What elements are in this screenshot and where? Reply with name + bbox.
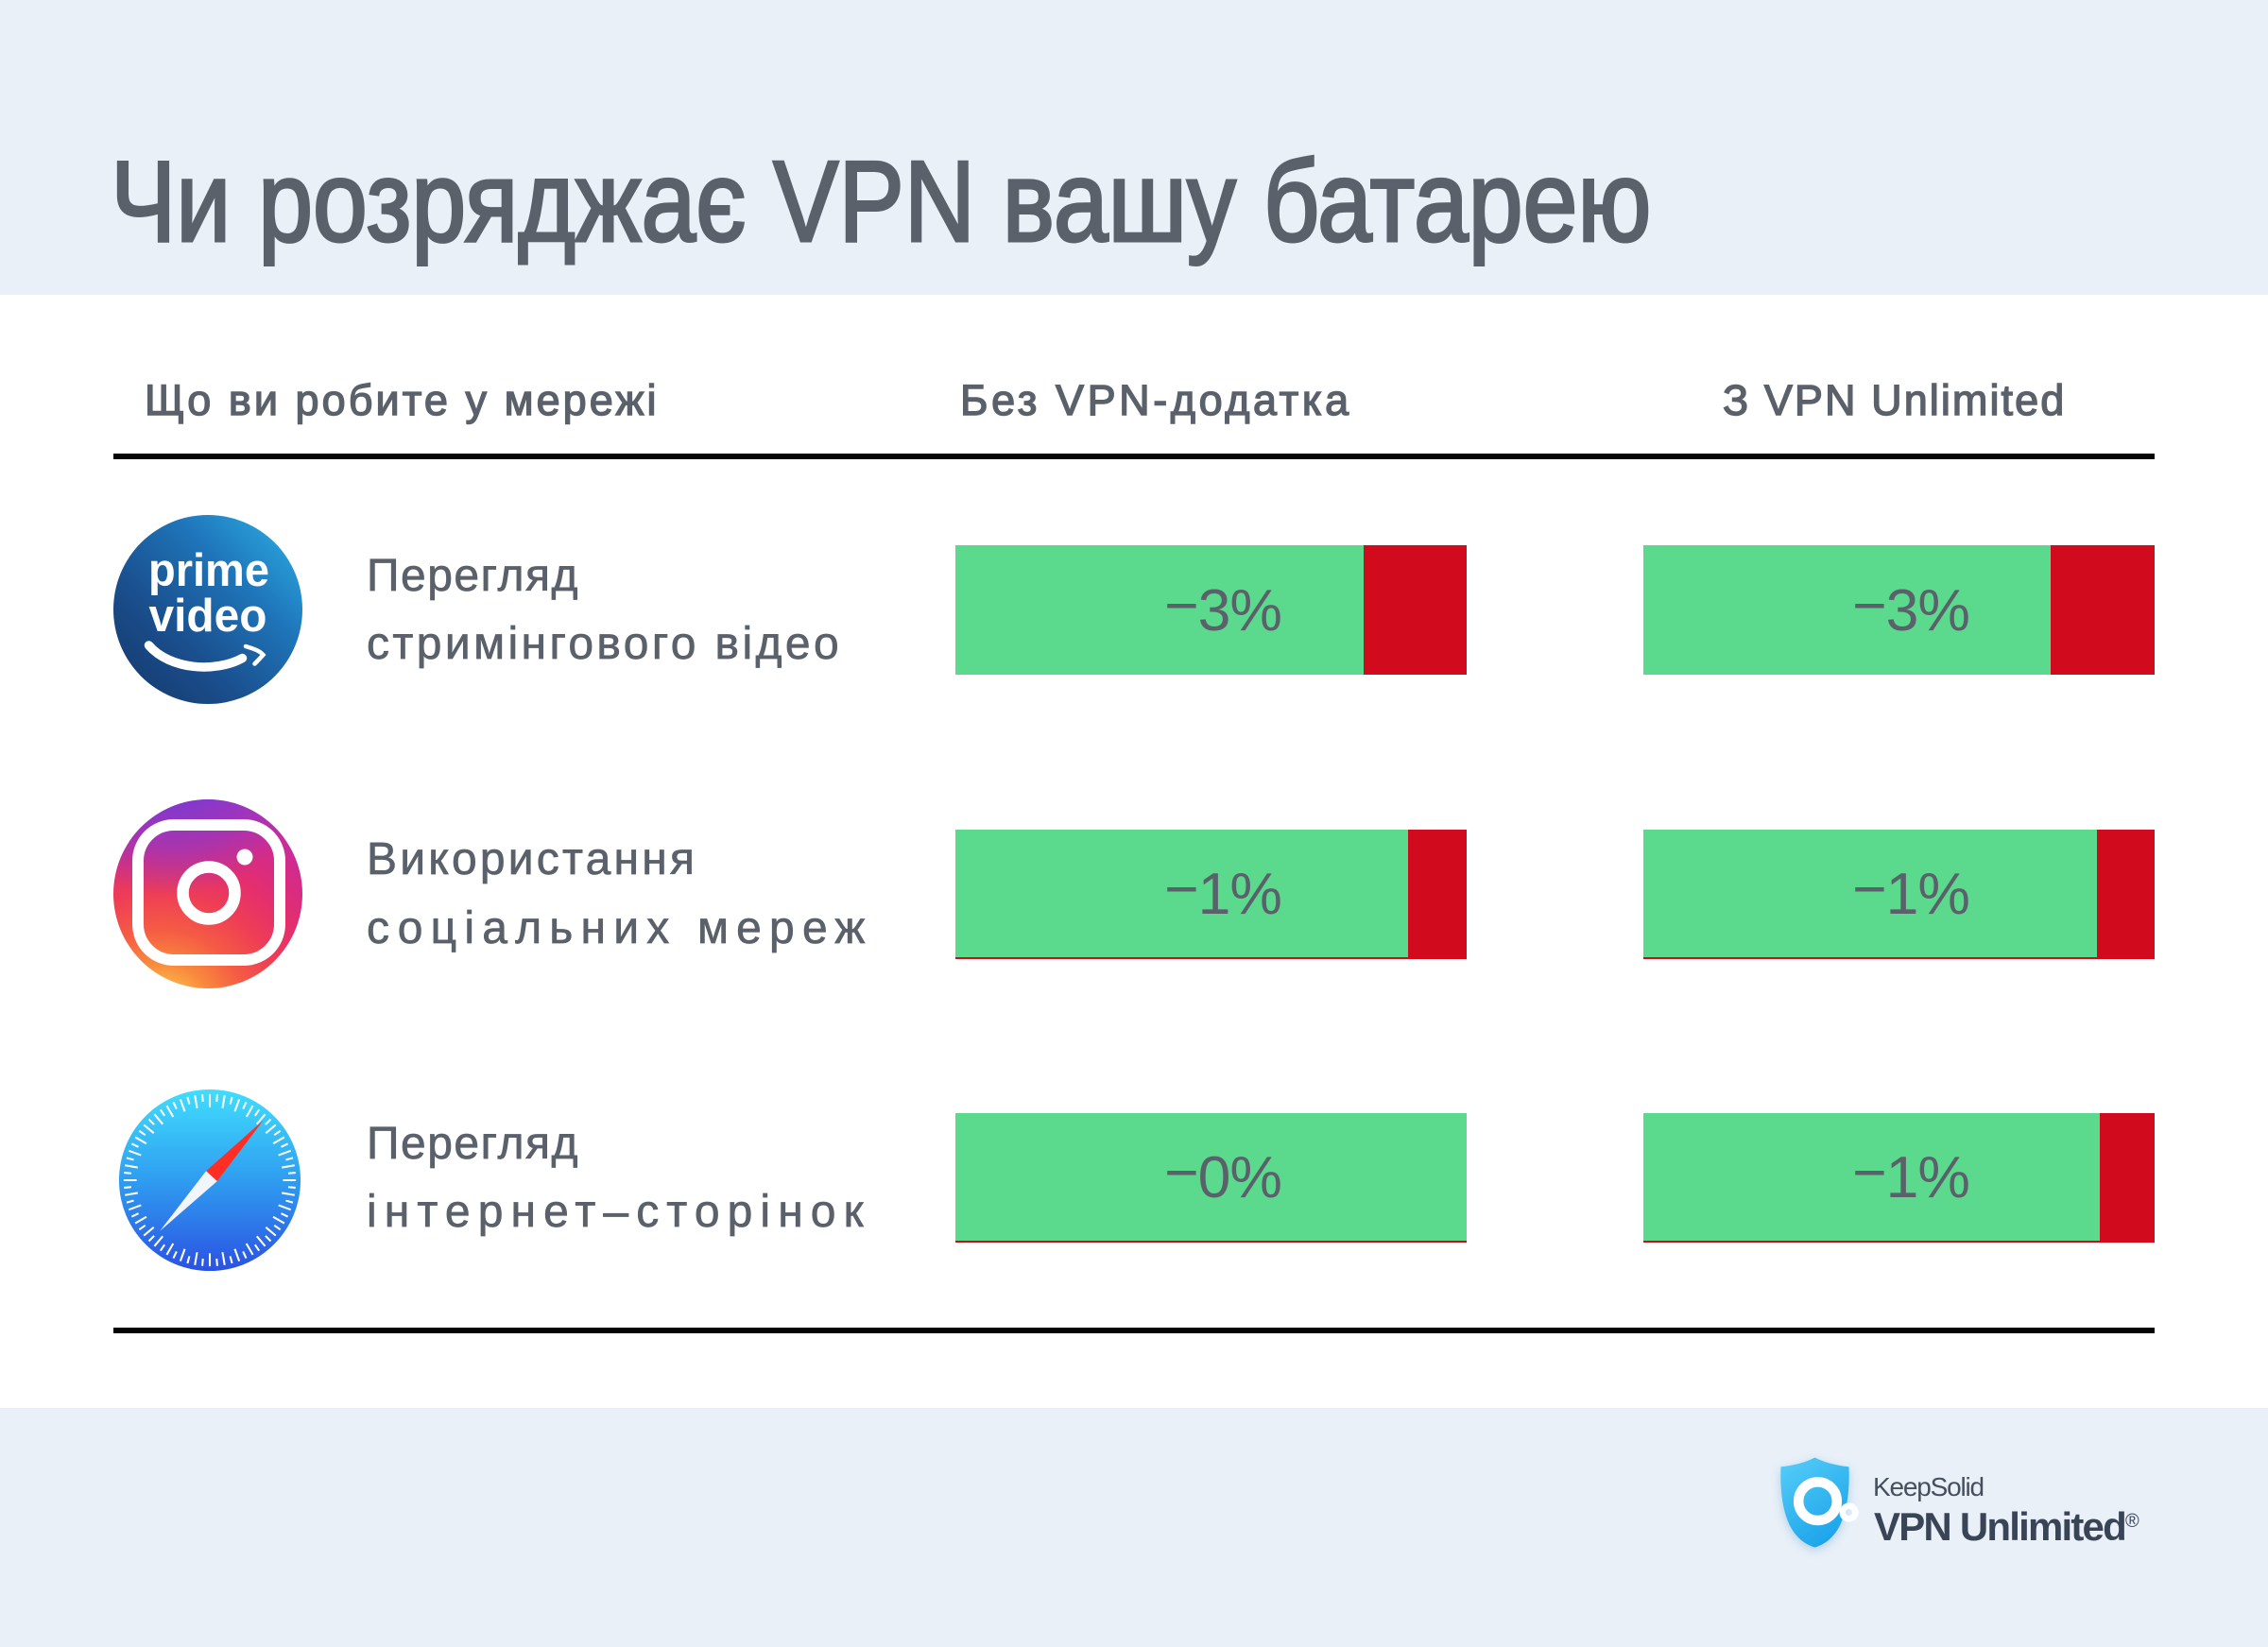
svg-text:prime: prime	[148, 545, 269, 596]
svg-text:video: video	[149, 591, 267, 642]
